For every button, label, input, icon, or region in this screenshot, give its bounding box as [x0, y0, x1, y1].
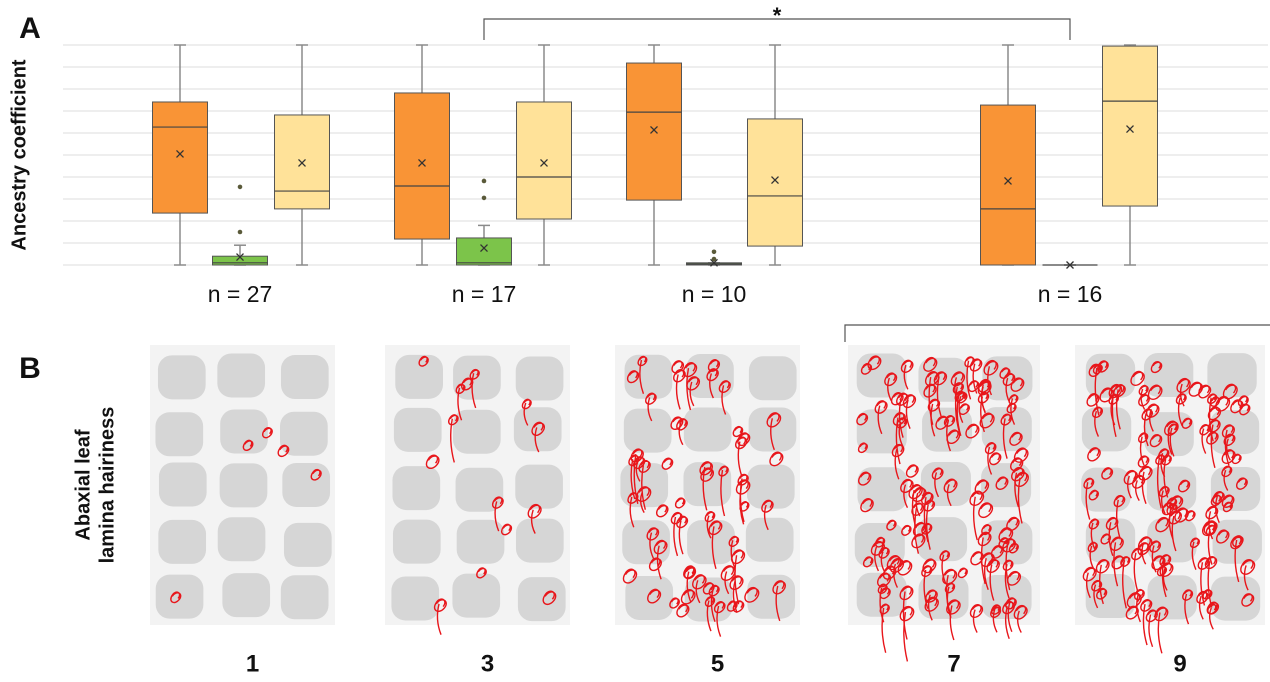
- leaf-cell: [516, 519, 564, 563]
- leaf-cell: [624, 409, 672, 453]
- outlier: [712, 250, 717, 255]
- leaf-cell: [1207, 353, 1256, 397]
- outlier: [482, 196, 487, 201]
- outlier: [238, 185, 243, 190]
- box: [981, 105, 1036, 265]
- box: [627, 63, 682, 200]
- leaf-cell: [1086, 354, 1135, 398]
- score-label: 1: [246, 650, 259, 677]
- leaf-cell: [687, 520, 735, 564]
- leaf-cell: [518, 577, 566, 621]
- hair-illustration: [615, 345, 800, 637]
- leaf-cell: [857, 573, 907, 617]
- row-label: Abaxial leaf: [72, 429, 94, 541]
- leaf-cell: [222, 573, 270, 617]
- leaf-cell: [393, 520, 441, 564]
- x-tick-label: n = 10: [682, 281, 747, 307]
- leaf-cell: [1082, 407, 1131, 451]
- row-label: lamina hairiness: [96, 407, 118, 564]
- leaf-cell: [392, 466, 440, 510]
- score-label: 9: [1173, 650, 1186, 677]
- score-label: 5: [711, 650, 724, 677]
- leaf-cell: [1211, 577, 1260, 621]
- leaf-cell: [1213, 520, 1262, 564]
- box: [1103, 46, 1158, 206]
- box: [395, 93, 450, 239]
- leaf-cell: [220, 463, 268, 507]
- hair-illustration: [848, 345, 1040, 661]
- figure: A Ancestry coefficient B Abaxial leaf la…: [0, 0, 1270, 677]
- box: [275, 115, 330, 209]
- outlier: [482, 179, 487, 184]
- leaf-cell: [1148, 575, 1197, 619]
- leaf-cell: [1081, 468, 1130, 512]
- leaf-cell: [217, 353, 265, 397]
- leaf-cell: [281, 355, 329, 399]
- leaf-cell: [218, 517, 266, 561]
- leaf-cell: [746, 518, 794, 562]
- leaf-cell: [622, 520, 670, 564]
- leaf-cell: [625, 355, 673, 399]
- leaf-cell: [747, 575, 795, 619]
- leaf-cell: [452, 574, 500, 618]
- score-label: 7: [947, 650, 960, 677]
- panel-label: B: [19, 352, 41, 385]
- box: [517, 102, 572, 219]
- box: [748, 119, 803, 246]
- leaf-cell: [158, 520, 206, 564]
- hair-illustration: [150, 345, 335, 625]
- bracket: [845, 325, 1270, 342]
- leaf-cell: [514, 407, 562, 451]
- x-tick-label: n = 16: [1038, 281, 1103, 307]
- panel-label: A: [19, 12, 41, 45]
- leaf-cell: [515, 465, 563, 509]
- leaf-cell: [394, 408, 442, 452]
- leaf-cell: [155, 412, 203, 456]
- leaf-cell: [158, 355, 206, 399]
- leaf-cell: [159, 462, 207, 506]
- leaf-cell: [684, 407, 732, 451]
- x-tick-label: n = 17: [452, 281, 517, 307]
- outlier: [238, 230, 243, 235]
- leaf-cell: [857, 353, 907, 397]
- leaf-cell: [625, 576, 673, 620]
- leaf-cell: [749, 356, 797, 400]
- score-label: 3: [481, 650, 494, 677]
- significance-label: *: [773, 3, 782, 28]
- hair-illustration: [1075, 345, 1265, 653]
- leaf-cell: [284, 523, 332, 567]
- box: [153, 102, 208, 213]
- outlier: [712, 257, 717, 262]
- leaf-cell: [282, 463, 330, 507]
- x-tick-label: n = 27: [208, 281, 273, 307]
- hair-illustration: [385, 345, 570, 635]
- leaf-cell: [516, 357, 564, 401]
- y-axis-label: Ancestry coefficient: [8, 59, 30, 251]
- leaf-cell: [391, 576, 439, 620]
- leaf-cell: [281, 575, 329, 619]
- box: [457, 238, 512, 265]
